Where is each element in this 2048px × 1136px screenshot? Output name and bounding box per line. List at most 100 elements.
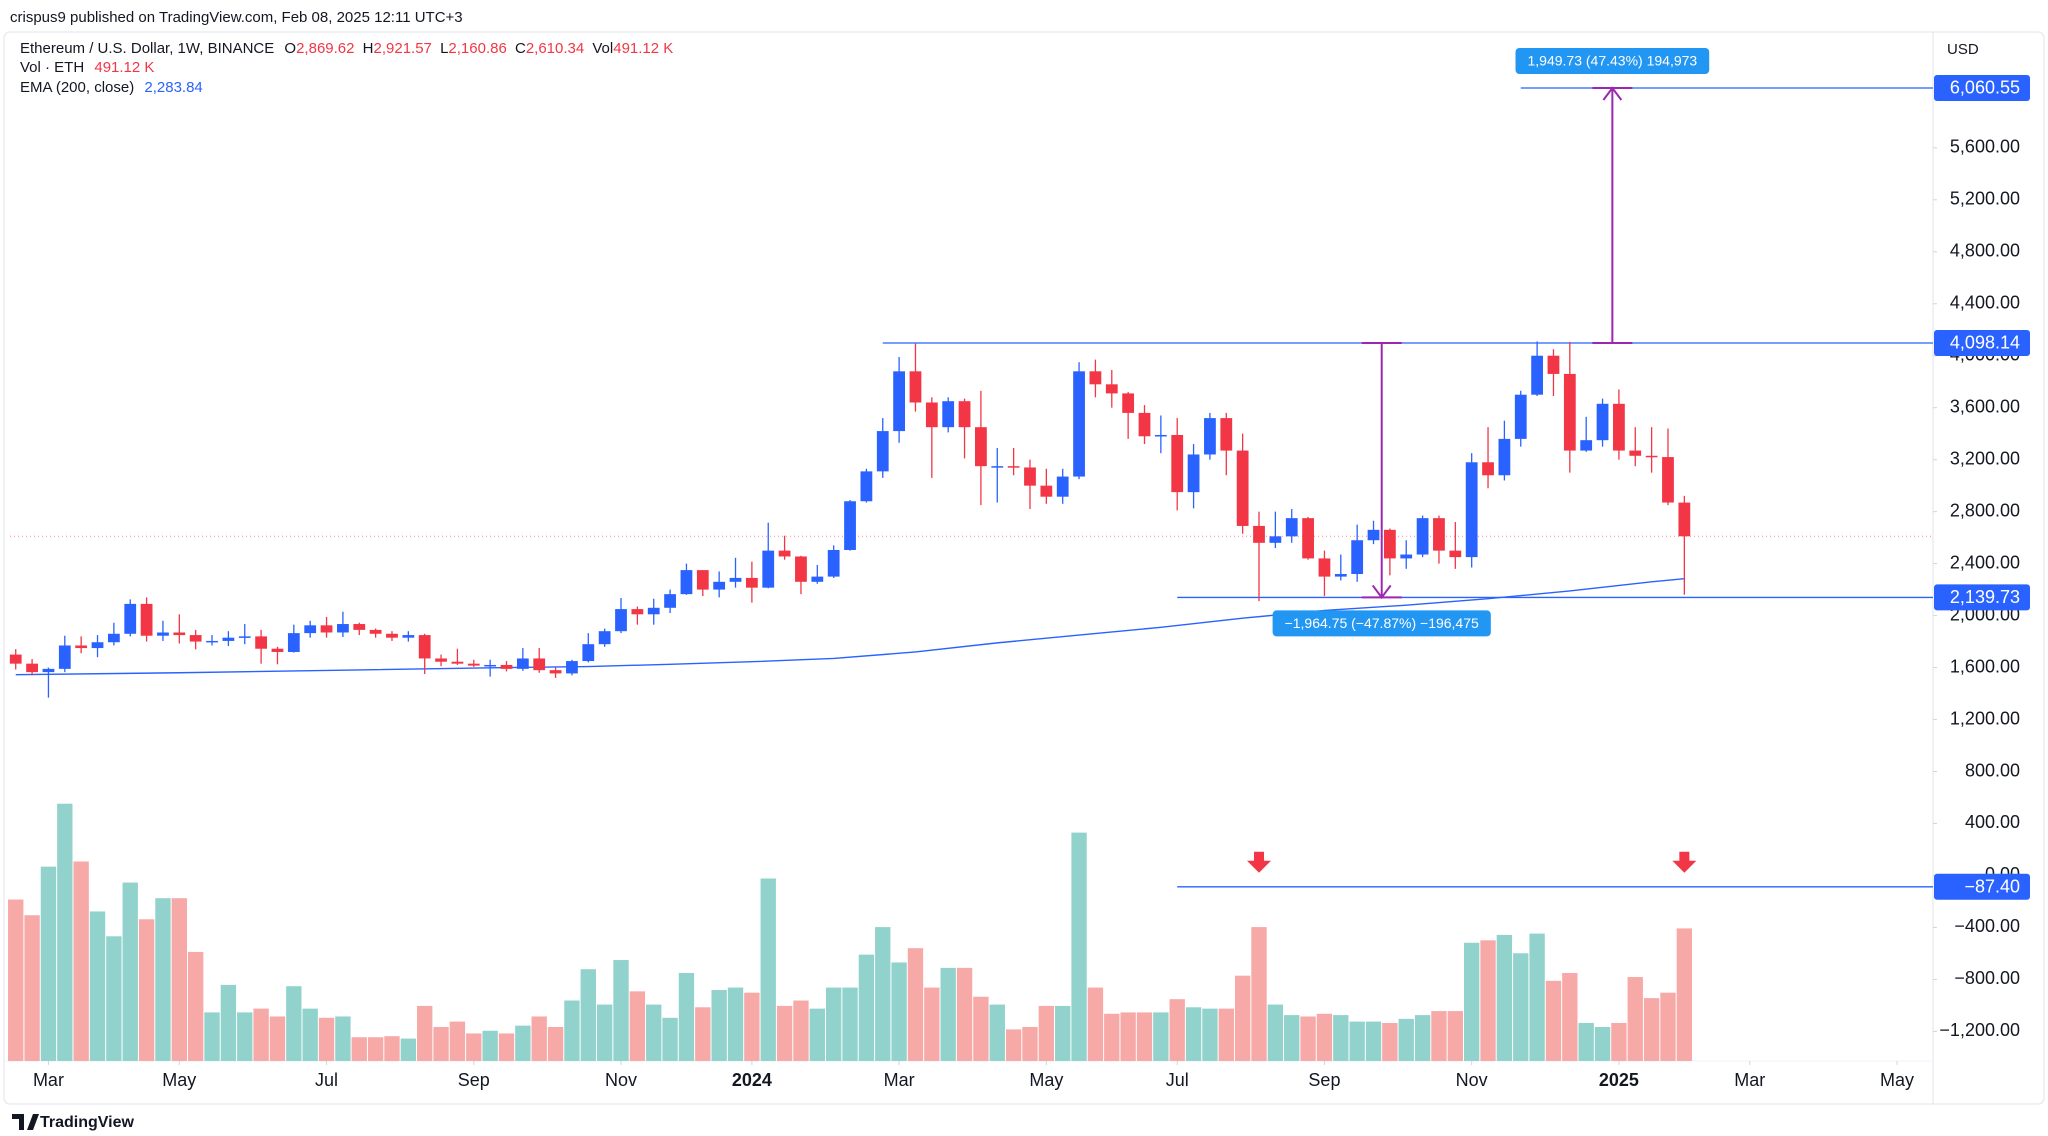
candle-body	[958, 401, 971, 428]
candle-body	[1367, 529, 1380, 541]
volume-bar	[580, 969, 596, 1061]
symbol: Ethereum / U.S. Dollar, 1W, BINANCE	[20, 40, 274, 57]
candle-body	[271, 648, 284, 652]
volume-bar	[57, 803, 73, 1061]
volume-bar	[89, 911, 106, 1061]
candle-body	[1563, 373, 1576, 451]
ema-label: EMA (200, close)	[20, 79, 134, 96]
y-tick-label: 1,200.00	[1950, 708, 2020, 728]
y-tick-label: 3,200.00	[1950, 448, 2020, 468]
x-tick-label: Sep	[458, 1070, 490, 1090]
candle-body	[1465, 462, 1478, 558]
candle-body	[435, 658, 447, 662]
candle-body	[238, 636, 251, 638]
volume-bar	[1513, 953, 1529, 1061]
volume-bar	[171, 898, 187, 1061]
volume-bar	[1169, 999, 1185, 1061]
candle-body	[1613, 403, 1625, 451]
candle-body	[1383, 529, 1396, 559]
candle-body	[189, 635, 202, 642]
candle-body	[909, 371, 922, 403]
price-badge	[1934, 873, 2030, 900]
volume-value: 491.12 K	[94, 59, 154, 76]
candle-body	[1302, 518, 1314, 559]
measure-label: −1,964.75 (−47.87%) −196,475	[1285, 615, 1479, 631]
volume-label: Vol · ETH	[20, 59, 84, 76]
volume-bar	[1251, 927, 1267, 1061]
volume-bar	[1153, 1012, 1169, 1061]
volume-bar	[1496, 934, 1513, 1061]
y-tick-label: 3,600.00	[1950, 396, 2020, 416]
published-note: crispus9 published on TradingView.com, F…	[10, 9, 463, 26]
volume-bar	[1284, 1015, 1300, 1061]
ohlc-key: C	[515, 40, 526, 57]
y-tick-label: 2,400.00	[1950, 552, 2020, 572]
volume-bar	[1038, 1005, 1055, 1061]
candle-body	[140, 603, 153, 636]
volume-bar	[1611, 1022, 1627, 1061]
candle-body	[1024, 467, 1036, 486]
candle-body	[206, 640, 218, 643]
candle-body	[1285, 518, 1298, 537]
signal-marker	[1247, 851, 1272, 873]
candle-body	[1580, 440, 1593, 451]
x-tick-label: May	[1880, 1070, 1914, 1090]
candle-body	[582, 644, 595, 662]
candle-body	[91, 642, 104, 649]
x-tick-label: May	[162, 1070, 196, 1090]
candle-body	[402, 635, 415, 638]
candle-body	[745, 577, 758, 588]
volume-bar	[1104, 1013, 1120, 1061]
candle-body	[1531, 355, 1544, 395]
candle-body	[1416, 518, 1429, 555]
volume-bar	[809, 1008, 825, 1061]
y-tick-label: −400.00	[1954, 916, 2020, 936]
measure-label-box	[1515, 47, 1710, 74]
volume-bar	[24, 915, 40, 1061]
y-tick-label: 4,800.00	[1950, 241, 2020, 261]
candle-body	[876, 431, 889, 472]
candle-body	[26, 663, 38, 673]
volume-bar	[793, 1000, 809, 1061]
x-tick-label: Mar	[33, 1070, 64, 1090]
currency: USD	[1947, 41, 1979, 58]
measure: −1,964.75 (−47.87%) −196,475	[1272, 341, 1491, 637]
volume-bar	[286, 986, 302, 1061]
candle-body	[680, 570, 693, 595]
volume-bar	[1218, 1008, 1234, 1061]
x-tick-label: Jul	[315, 1070, 338, 1090]
candle-body	[533, 658, 546, 671]
candle-body	[353, 624, 366, 630]
x-tick-label: Sep	[1308, 1070, 1340, 1090]
volume-bar	[613, 960, 629, 1061]
x-tick-label: 2024	[732, 1070, 772, 1090]
frame	[3, 31, 2045, 1105]
volume-bar	[466, 1033, 482, 1061]
measure-label: 1,949.73 (47.43%) 194,973	[1528, 53, 1698, 69]
volume-bar	[318, 1017, 335, 1061]
candle-body	[664, 594, 676, 608]
candle-body	[778, 550, 791, 557]
candle-body	[124, 603, 137, 634]
volume-bar	[1398, 1018, 1414, 1061]
volume-bar	[417, 1005, 433, 1061]
volume-bar	[956, 967, 973, 1061]
candle-body	[1122, 393, 1135, 413]
candle-body	[9, 654, 22, 664]
candle-body	[598, 631, 611, 645]
volume-bar	[596, 1004, 613, 1061]
candle-body	[1596, 403, 1609, 441]
candle-body	[467, 663, 480, 666]
candle-body	[1547, 355, 1560, 374]
candle-body	[75, 645, 88, 649]
volume-bar	[367, 1037, 384, 1061]
volume-bar	[515, 1025, 531, 1061]
candle-body	[157, 632, 169, 636]
volume-bar	[449, 1021, 466, 1061]
candle-body	[762, 550, 775, 588]
candle-body	[1089, 371, 1102, 385]
candle-body	[484, 664, 497, 667]
volume-bar	[1463, 942, 1480, 1061]
x-tick-label: May	[1029, 1070, 1063, 1090]
volume-bar	[825, 987, 842, 1061]
